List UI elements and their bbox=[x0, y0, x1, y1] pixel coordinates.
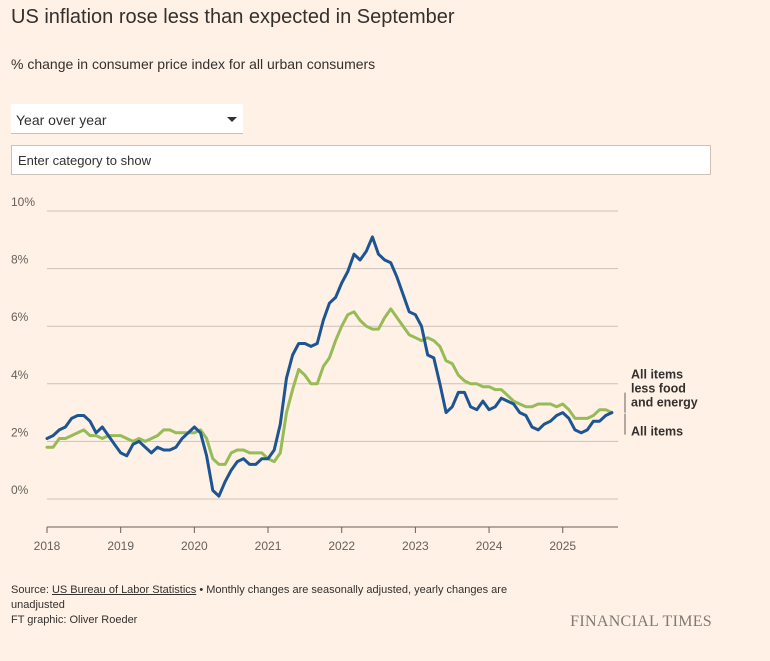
series-label-line: All items bbox=[631, 425, 683, 439]
series-lines bbox=[45, 235, 614, 498]
series-label-line: All items bbox=[631, 368, 683, 382]
y-tick-label: 4% bbox=[11, 368, 29, 382]
x-tick-label: 2023 bbox=[402, 539, 429, 553]
x-tick-label: 2025 bbox=[549, 539, 576, 553]
ft-logo: FINANCIAL TIMES bbox=[570, 613, 712, 630]
footer-notes: Source: US Bureau of Labor Statistics • … bbox=[11, 583, 541, 628]
series-line-all-items-less-food-and-energy bbox=[45, 307, 614, 466]
x-tick-label: 2024 bbox=[476, 539, 503, 553]
y-tick-label: 8% bbox=[11, 253, 29, 267]
chevron-down-icon bbox=[227, 117, 237, 122]
x-tick-label: 2022 bbox=[328, 539, 355, 553]
source-prefix: Source: bbox=[11, 584, 52, 596]
y-tick-label: 6% bbox=[11, 310, 29, 324]
x-tick-label: 2018 bbox=[34, 539, 61, 553]
x-axis: 2018 2019 2020 2021 2022 2023 2024 2025 bbox=[34, 526, 618, 553]
x-tick-label: 2020 bbox=[181, 539, 208, 553]
y-tick-label: 0% bbox=[11, 483, 29, 497]
y-tick-label: 2% bbox=[11, 425, 29, 439]
chart-title: US inflation rose less than expected in … bbox=[11, 6, 455, 28]
series-label-line: less food bbox=[631, 382, 686, 396]
source-note: • Monthly changes are seasonally adjuste… bbox=[11, 584, 508, 611]
x-tick-label: 2019 bbox=[107, 539, 134, 553]
period-select[interactable]: Year over year bbox=[11, 104, 243, 134]
series-label-line: and energy bbox=[631, 396, 698, 410]
credit-line: FT graphic: Oliver Roeder bbox=[11, 614, 138, 626]
series-label-all-items: All items bbox=[631, 425, 683, 439]
y-tick-label: 10% bbox=[11, 195, 35, 209]
period-select-value: Year over year bbox=[16, 112, 107, 128]
category-search-input[interactable] bbox=[11, 145, 711, 175]
chart-subtitle: % change in consumer price index for all… bbox=[11, 56, 376, 72]
x-tick-label: 2021 bbox=[255, 539, 282, 553]
grid: 0% 2% 4% 6% 8% 10% bbox=[11, 195, 618, 500]
source-line: Source: US Bureau of Labor Statistics • … bbox=[11, 583, 541, 613]
line-chart: 0%2%4%6%8%10% 2018 2019 2020 2021 2022 2023 20… bbox=[11, 195, 698, 553]
source-link[interactable]: US Bureau of Labor Statistics bbox=[51, 584, 197, 596]
series-line-all-items bbox=[45, 235, 614, 498]
